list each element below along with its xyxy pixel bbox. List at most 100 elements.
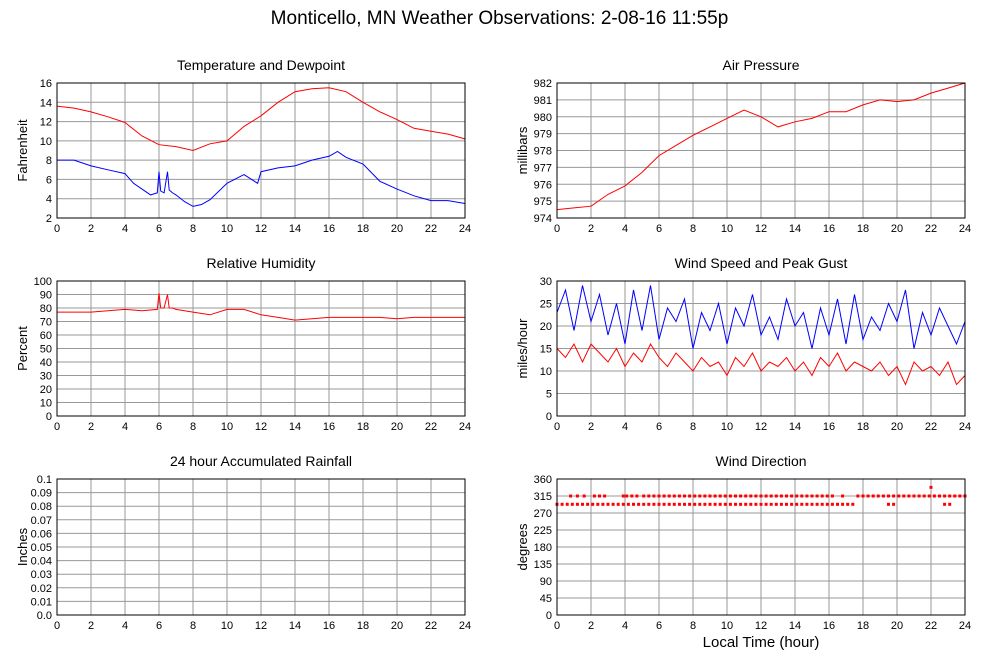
data-point xyxy=(800,502,804,506)
data-point xyxy=(779,502,783,506)
y-axis-label: Inches xyxy=(15,527,30,566)
y-tick-label: 0.0 xyxy=(37,610,52,622)
x-tick-label: 6 xyxy=(656,223,662,235)
y-tick-label: 40 xyxy=(40,357,52,369)
x-tick-label: 18 xyxy=(357,223,369,235)
x-tick-label: 20 xyxy=(391,421,403,433)
data-point xyxy=(642,494,646,498)
y-tick-label: 974 xyxy=(534,213,552,225)
y-axis-label: miles/hour xyxy=(515,318,530,379)
x-tick-label: 2 xyxy=(588,223,594,235)
data-point xyxy=(703,494,707,498)
data-point xyxy=(820,502,824,506)
x-tick-label: 20 xyxy=(391,620,403,632)
x-tick-label: 8 xyxy=(190,223,196,235)
x-tick-label: 14 xyxy=(789,223,801,235)
data-point xyxy=(932,494,936,498)
data-point xyxy=(592,494,596,498)
data-point xyxy=(591,502,595,506)
data-point xyxy=(892,494,896,498)
y-tick-label: 2 xyxy=(46,213,52,225)
y-tick-label: 981 xyxy=(534,95,552,107)
x-tick-label: 10 xyxy=(221,421,233,433)
y-tick-label: 70 xyxy=(40,317,52,329)
data-point xyxy=(774,494,778,498)
data-point xyxy=(657,502,661,506)
data-point xyxy=(938,494,941,498)
data-point xyxy=(698,502,702,506)
x-tick-label: 16 xyxy=(823,421,835,433)
y-axis-label: degrees xyxy=(515,523,530,570)
data-point xyxy=(601,502,605,506)
data-point xyxy=(677,494,681,498)
x-tick-label: 4 xyxy=(622,620,628,632)
data-point xyxy=(871,494,875,498)
data-point xyxy=(683,494,686,498)
y-tick-label: 979 xyxy=(534,129,552,141)
y-tick-label: 0.03 xyxy=(31,569,52,581)
data-point xyxy=(810,494,814,498)
y-axis-label: millibars xyxy=(515,126,530,174)
data-point xyxy=(902,494,906,498)
data-point xyxy=(652,494,656,498)
data-point xyxy=(922,494,926,498)
x-tick-label: 6 xyxy=(156,223,162,235)
data-point xyxy=(927,494,931,498)
data-point xyxy=(611,502,615,506)
data-point xyxy=(621,502,625,506)
x-tick-label: 4 xyxy=(622,421,628,433)
y-tick-label: 0.1 xyxy=(37,474,52,486)
y-tick-label: 8 xyxy=(46,155,52,167)
x-tick-label: 12 xyxy=(755,223,767,235)
y-tick-label: 12 xyxy=(40,117,52,129)
data-point xyxy=(575,502,579,506)
x-tick-label: 6 xyxy=(156,620,162,632)
y-tick-label: 80 xyxy=(40,303,52,315)
data-point xyxy=(744,502,748,506)
y-tick-label: 180 xyxy=(534,542,552,554)
data-point xyxy=(698,494,702,498)
data-point xyxy=(626,502,630,506)
x-tick-label: 14 xyxy=(289,620,301,632)
y-tick-label: 6 xyxy=(46,174,52,186)
data-point xyxy=(769,502,773,506)
data-point xyxy=(703,502,707,506)
x-tick-label: 18 xyxy=(357,620,369,632)
data-point xyxy=(718,494,722,498)
x-tick-label: 20 xyxy=(891,223,903,235)
plot-frame xyxy=(556,280,966,417)
data-point xyxy=(569,494,573,498)
x-tick-label: 18 xyxy=(857,223,869,235)
data-point xyxy=(774,502,778,506)
x-tick-label: 8 xyxy=(690,620,696,632)
data-point xyxy=(734,502,737,506)
data-point xyxy=(856,494,860,498)
x-tick-label: 12 xyxy=(255,620,267,632)
data-point xyxy=(635,494,639,498)
plot-frame xyxy=(556,82,966,219)
y-tick-label: 45 xyxy=(540,593,552,605)
y-tick-label: 10 xyxy=(40,136,52,148)
data-point xyxy=(917,494,921,498)
data-point xyxy=(764,502,768,506)
chart-title: Temperature and Dewpoint xyxy=(177,57,345,73)
x-tick-label: 16 xyxy=(323,421,335,433)
x-tick-label: 4 xyxy=(622,223,628,235)
x-tick-label: 22 xyxy=(925,223,937,235)
data-point xyxy=(749,502,753,506)
x-tick-label: 16 xyxy=(323,620,335,632)
data-point xyxy=(688,502,692,506)
data-point xyxy=(846,502,850,506)
data-point xyxy=(830,494,834,498)
x-tick-label: 12 xyxy=(255,223,267,235)
series-line-1 xyxy=(57,150,466,207)
x-tick-label: 6 xyxy=(156,421,162,433)
x-axis-label: Local Time (hour) xyxy=(702,634,820,651)
series-line-0 xyxy=(556,285,966,349)
data-point xyxy=(800,494,804,498)
y-tick-label: 315 xyxy=(534,491,552,503)
